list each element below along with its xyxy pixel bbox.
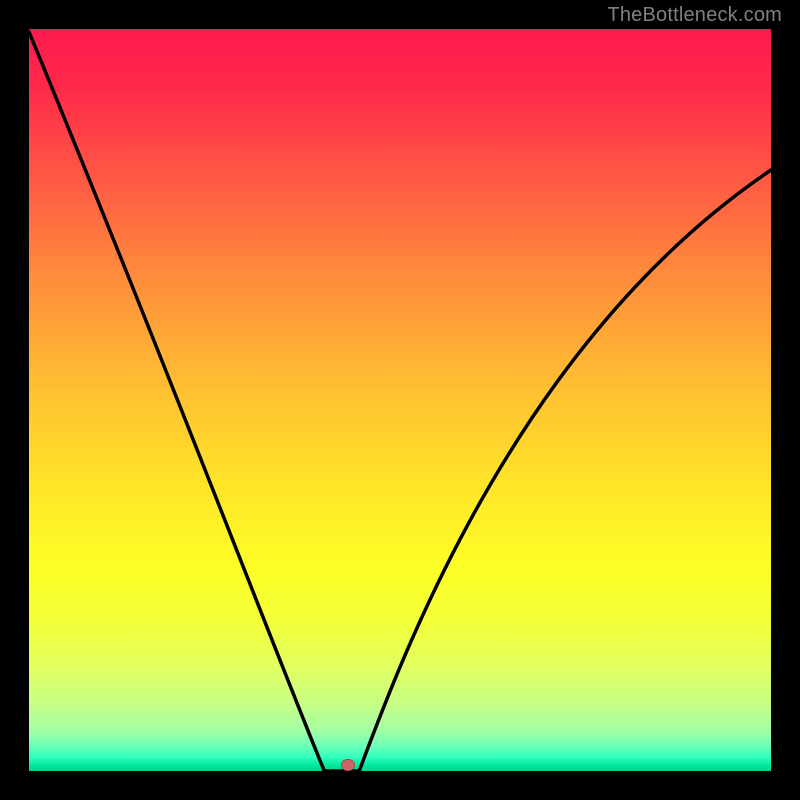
bottleneck-curve	[29, 32, 771, 771]
curve-layer	[29, 29, 771, 771]
watermark-text: TheBottleneck.com	[607, 4, 782, 27]
chart-plot-area	[29, 29, 771, 771]
minimum-marker-dot	[341, 759, 355, 771]
